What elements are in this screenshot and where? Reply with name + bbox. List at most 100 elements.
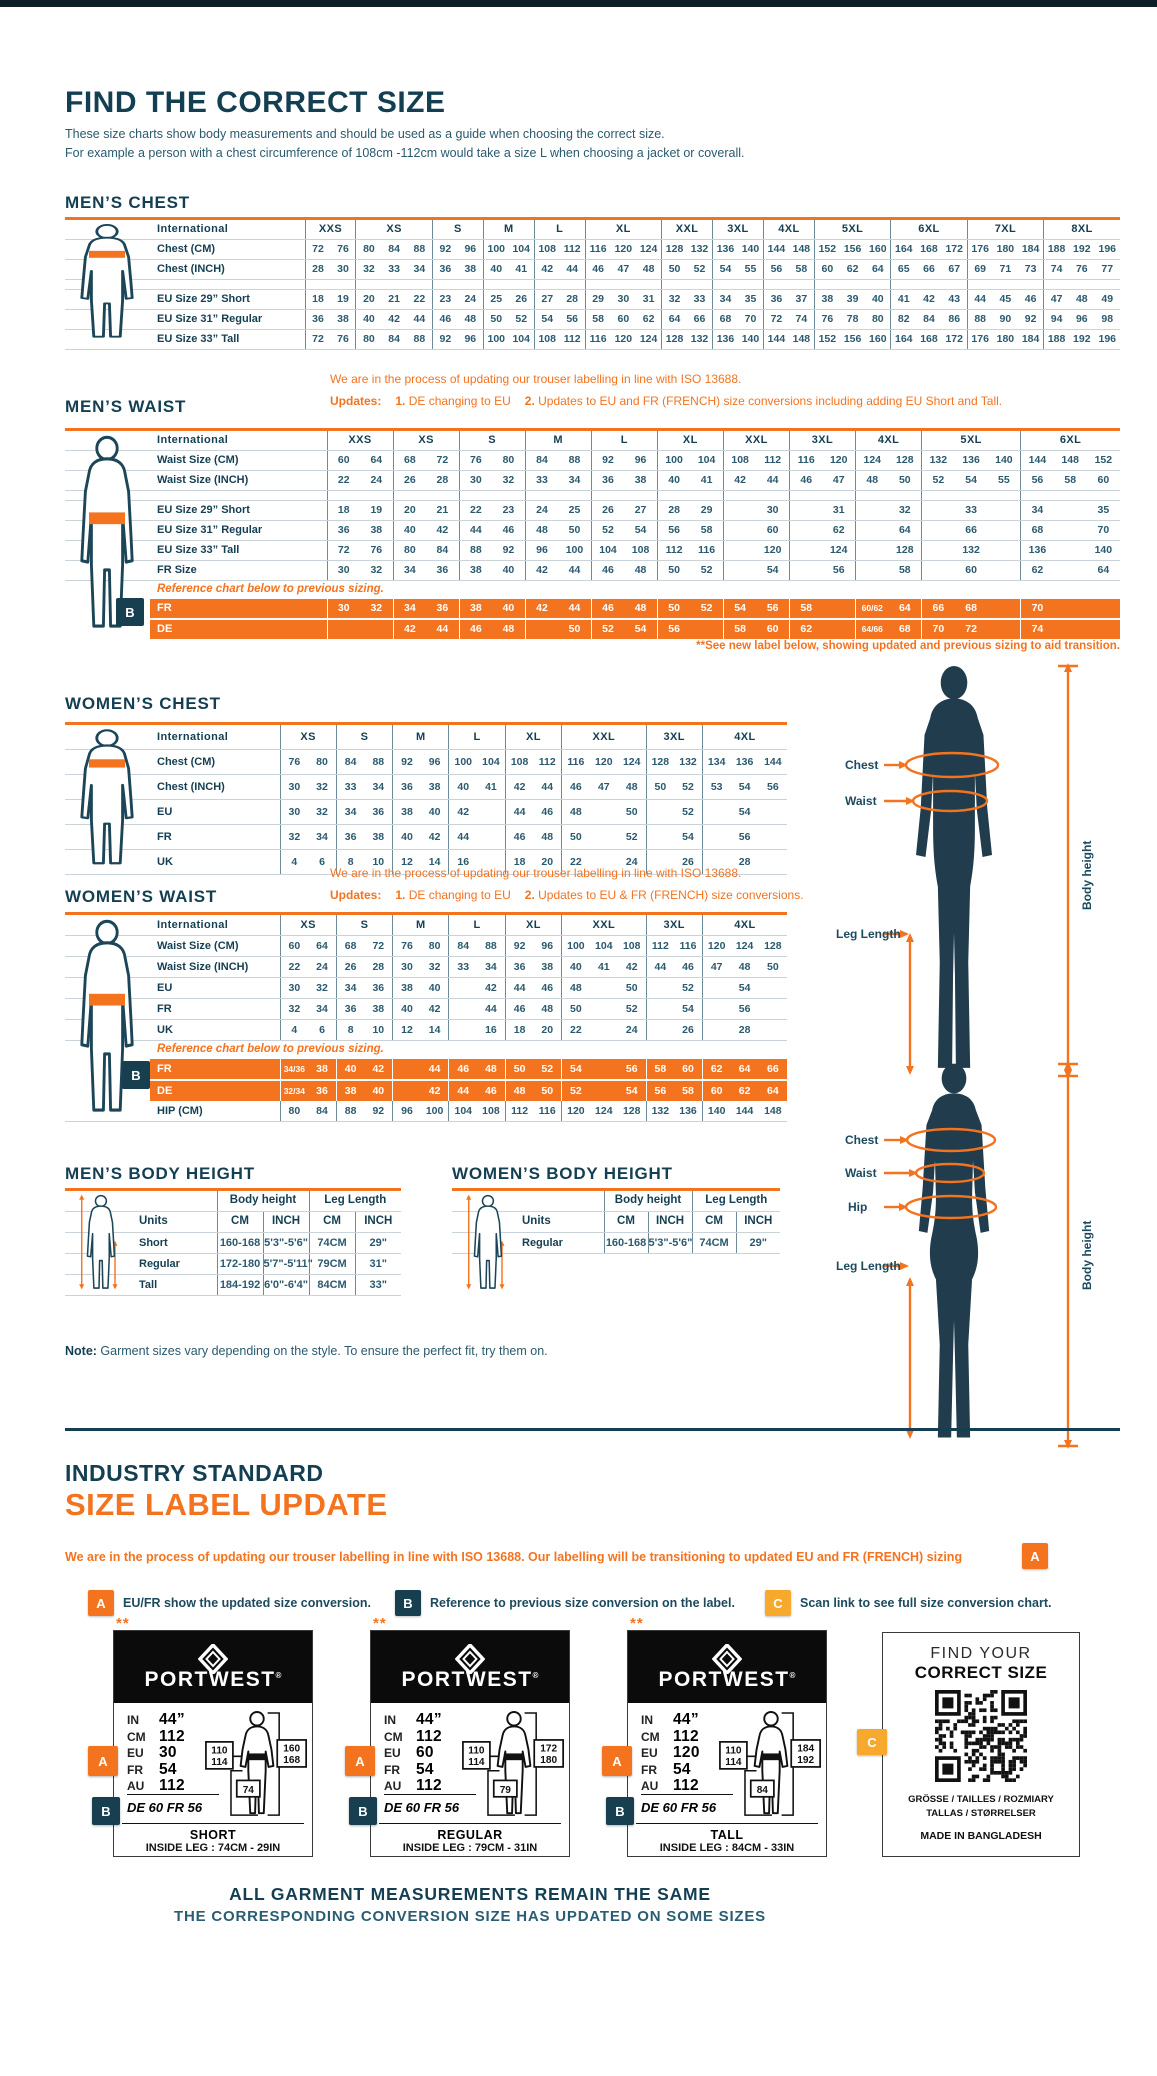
size-cell: 34: [392, 560, 427, 581]
row-label: Chest (CM): [150, 239, 305, 260]
size-cell: 66: [954, 520, 988, 541]
size-cell: 40: [656, 470, 691, 491]
size-row: Waist Size (CM) 60 64 68 72 76 80 84 88 92 96 100 10…: [65, 935, 787, 957]
size-cell: 136: [730, 749, 759, 775]
size-cell: [448, 998, 478, 1020]
size-cell: [645, 977, 675, 999]
size-cell: 172: [941, 239, 968, 260]
size-cell: 34: [308, 998, 337, 1020]
size-cell: [1053, 520, 1087, 541]
size-system-label: AU: [384, 1779, 402, 1793]
size-cell: 108: [533, 329, 560, 350]
size-cell: 48: [533, 824, 562, 850]
size-value: 54: [416, 1760, 434, 1778]
womens-body-height-table-wrap: Body height Leg Length Units CM INCH CM INCH…: [452, 1188, 781, 1290]
size-cell: 53: [701, 774, 731, 800]
size-cell: 164: [890, 329, 917, 350]
size-cell: 60/62: [854, 599, 889, 619]
body-height-group-header: Body height: [216, 1189, 310, 1212]
size-cell: 48: [730, 956, 759, 978]
size-cell: 184: [1018, 239, 1044, 260]
size-cell: 48: [624, 560, 658, 581]
size-cell: 30: [279, 799, 309, 825]
size-cell: 128: [661, 329, 688, 350]
size-cell: 192: [1069, 239, 1095, 260]
size-cell: [788, 500, 823, 521]
size-row: EU Size 31” Regular 36 38 40 42 44 46 48 50 52 54 5…: [65, 520, 1120, 541]
size-cell: 116: [674, 935, 703, 957]
size-cell: [533, 279, 560, 290]
size-cell: 76: [330, 329, 356, 350]
size-cell: [477, 799, 506, 825]
size-cell: 160-168: [603, 1232, 648, 1254]
size-cell: [822, 490, 856, 501]
size-cell: 46: [561, 774, 590, 800]
size-cell: 34: [364, 774, 393, 800]
top-bar: [0, 0, 1157, 7]
size-cell: 168: [916, 239, 942, 260]
size-value-row: EU 60: [384, 1744, 434, 1762]
size-cell: 180: [992, 329, 1019, 350]
mens-chest-table: International XXS XS S M L XL XXL 3XL 4XL 5XL 6XL 7X…: [65, 217, 1120, 350]
size-cell: [987, 599, 1021, 619]
size-cell: 76: [360, 540, 394, 561]
size-cell: 58: [645, 1059, 675, 1080]
size-cell: 32: [308, 977, 337, 999]
size-cell: 34: [558, 470, 592, 491]
size-cell: 38: [624, 470, 658, 491]
size-row: Chest (INCH) 30 32 33 34 36 38 40 41 42 44 46 47 48 50…: [65, 774, 787, 800]
size-cell: 52: [617, 998, 647, 1020]
size-cell: 76: [392, 935, 421, 957]
intro-line-2: For example a person with a chest circum…: [65, 146, 745, 160]
asterisks-marker: **: [373, 1615, 387, 1632]
mens-chest-title: MEN’S CHEST: [65, 193, 190, 212]
size-cell: 62: [788, 618, 823, 639]
size-cell: [1053, 618, 1087, 639]
size-cell: 88: [966, 309, 993, 330]
industry-heading-1: INDUSTRY STANDARD: [65, 1460, 324, 1486]
size-cell: 64: [888, 520, 922, 541]
woman-chest-label: Chest: [845, 1133, 879, 1147]
size-cell: [701, 1019, 731, 1041]
size-cell: [477, 849, 506, 875]
size-cell: 48: [504, 1079, 534, 1101]
size-cell: 52: [590, 618, 625, 639]
size-cell: 41: [690, 470, 724, 491]
svg-text:168: 168: [283, 1755, 300, 1766]
size-cell: 134: [701, 749, 731, 775]
size-cell: 56: [1020, 470, 1054, 491]
size-cell: 22: [458, 500, 493, 521]
size-cell: 72: [304, 329, 331, 350]
size-cell: 136: [674, 1101, 703, 1122]
size-row: EU Size 29” Short 18 19 20 21 22 23 24 25 26 27 28 2…: [65, 500, 1120, 521]
size-cell: 132: [954, 540, 988, 561]
size-cell: 52: [617, 824, 647, 850]
size-cell: [701, 799, 731, 825]
size-label-card-tall: ** PORTWEST® IN 44” CM 112 EU 120 FR 54 …: [602, 1615, 827, 1857]
size-cell: 44: [756, 470, 790, 491]
figure-column: [65, 723, 150, 750]
size-cell: 32: [420, 956, 449, 978]
size-cell: 5'7"-5'11": [262, 1253, 313, 1275]
size-cell: 108: [722, 450, 757, 471]
size-cell: 50: [617, 799, 647, 825]
size-cell: 42: [392, 618, 427, 639]
size-cell: 23: [492, 500, 526, 521]
size-cell: 180: [992, 239, 1019, 260]
size-cell: 31": [354, 1253, 402, 1275]
size-group-header: 3XL: [788, 429, 856, 451]
svg-text:79: 79: [500, 1785, 512, 1796]
size-cell: [458, 490, 493, 501]
size-group-header: 6XL: [890, 218, 968, 240]
size-cell: [987, 540, 1021, 561]
size-cell: 32: [492, 470, 526, 491]
row-label: Short: [129, 1232, 217, 1254]
size-cell: [854, 560, 889, 581]
row-label: EU: [150, 799, 280, 825]
row-label: EU Size 33” Tall: [150, 540, 327, 561]
size-label-card-short: ** PORTWEST® IN 44” CM 112 EU 30 FR 54 A…: [88, 1615, 313, 1857]
size-cell: 128: [888, 540, 922, 561]
size-cell: [645, 1019, 675, 1041]
size-cell: [813, 279, 840, 290]
